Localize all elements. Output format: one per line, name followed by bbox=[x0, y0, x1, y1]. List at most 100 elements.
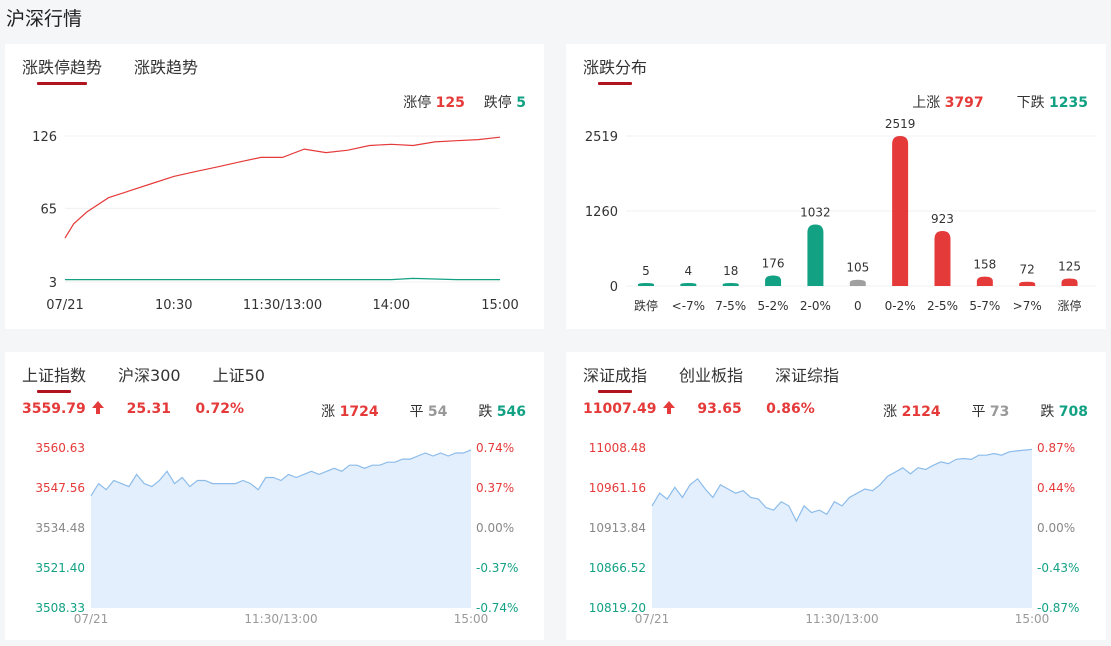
tab-sz-composite[interactable]: 深证综指 bbox=[775, 366, 840, 385]
bar-value-label: 5 bbox=[642, 264, 650, 278]
tab-sz-component[interactable]: 深证成指 bbox=[583, 362, 647, 393]
sh-pct: 0.72% bbox=[195, 401, 244, 417]
sh-index-tabs: 上证指数 沪深300 上证50 bbox=[22, 362, 265, 393]
sz-intraday-chart: 11008.48 0.87% 10961.16 0.44% 10913.84 0.00% 1… bbox=[589, 441, 1080, 626]
y-tick-label: 1260 bbox=[585, 205, 618, 220]
bar-value-label: 105 bbox=[846, 261, 869, 275]
dist-legend: 上涨 3797 下跌 1235 bbox=[912, 92, 1088, 112]
distribution-bar bbox=[680, 283, 697, 286]
sz-index-card: 深证成指 创业板指 深证综指 11007.49 93.65 0.86% 涨 21… bbox=[566, 352, 1106, 640]
y-left-tick-label: 3521.40 bbox=[35, 561, 85, 575]
down-value: 1235 bbox=[1049, 95, 1088, 111]
y-left-tick-label: 10913.84 bbox=[589, 521, 646, 535]
sz-flat-count: 73 bbox=[989, 404, 1010, 420]
category-label: 涨停 bbox=[1058, 298, 1082, 313]
y-tick-label: 0 bbox=[610, 280, 618, 295]
x-tick-label: 07/21 bbox=[635, 612, 670, 626]
series-line bbox=[65, 277, 500, 281]
bar-value-label: 923 bbox=[931, 212, 954, 226]
bar-value-label: 176 bbox=[762, 257, 785, 271]
y-tick-label: 2519 bbox=[585, 130, 618, 145]
limit-legend: 涨停 125 跌停 5 bbox=[403, 92, 526, 112]
sh-intraday-chart: 3560.63 0.74% 3547.56 0.37% 3534.48 0.00% 3521… bbox=[35, 441, 518, 626]
limit-trend-card: 涨跌停趋势 涨跌趋势 涨停 125 跌停 5 126 65 3 07/21 10:30 1… bbox=[5, 44, 544, 329]
distribution-bar bbox=[722, 283, 739, 286]
y-left-tick-label: 3547.56 bbox=[35, 481, 85, 495]
tab-updown-trend[interactable]: 涨跌趋势 bbox=[134, 58, 199, 77]
sz-up-count: 2124 bbox=[901, 404, 941, 420]
x-tick-label: 14:00 bbox=[373, 298, 410, 313]
price-line bbox=[90, 449, 472, 497]
sh-up-count: 1724 bbox=[339, 404, 379, 420]
category-label: 7-5% bbox=[715, 299, 746, 313]
y-right-tick-label: 0.37% bbox=[476, 481, 514, 495]
y-right-tick-label: -0.37% bbox=[476, 561, 518, 575]
bar-value-label: 2519 bbox=[885, 117, 916, 131]
tab-chinext[interactable]: 创业板指 bbox=[679, 366, 744, 385]
y-right-tick-label: -0.74% bbox=[476, 601, 518, 615]
y-left-tick-label: 10819.20 bbox=[589, 601, 646, 615]
tab-limit-trend[interactable]: 涨跌停趋势 bbox=[22, 54, 102, 85]
limit-up-label: 涨停 bbox=[403, 95, 432, 111]
series-line bbox=[64, 136, 501, 239]
x-tick-label: 10:30 bbox=[155, 298, 192, 313]
price-area bbox=[91, 449, 471, 608]
category-label: 跌停 bbox=[634, 298, 658, 313]
distribution-card: 涨跌分布 上涨 3797 下跌 1235 2519 1260 0 5 跌停 4 <-7% 18… bbox=[566, 44, 1106, 329]
bar-value-label: 158 bbox=[973, 258, 996, 272]
category-label: >7% bbox=[1013, 299, 1042, 313]
y-right-tick-label: 0.87% bbox=[1037, 441, 1075, 455]
y-tick-label: 126 bbox=[32, 130, 57, 145]
distribution-tabs: 涨跌分布 bbox=[583, 54, 647, 85]
tab-csi300[interactable]: 沪深300 bbox=[118, 366, 181, 385]
distribution-bar bbox=[1019, 281, 1036, 286]
sz-price: 11007.49 bbox=[583, 401, 657, 417]
distribution-bar bbox=[807, 224, 824, 286]
sh-flat-label: 平 bbox=[409, 404, 424, 420]
sz-change: 93.65 bbox=[697, 401, 742, 417]
limit-trend-chart: 126 65 3 07/21 10:30 11:30/13:00 14:00 15:00 bbox=[32, 130, 519, 313]
sz-pct: 0.86% bbox=[766, 401, 815, 417]
bar-value-label: 1032 bbox=[800, 206, 831, 220]
y-left-tick-label: 11008.48 bbox=[589, 441, 646, 455]
x-tick-label: 11:30/13:00 bbox=[805, 612, 878, 626]
distribution-bar bbox=[849, 279, 866, 286]
y-right-tick-label: -0.87% bbox=[1037, 601, 1079, 615]
x-tick-label: 07/21 bbox=[74, 612, 109, 626]
price-area bbox=[652, 449, 1032, 608]
tab-sh-composite[interactable]: 上证指数 bbox=[22, 362, 86, 393]
limit-trend-tabs: 涨跌停趋势 涨跌趋势 bbox=[22, 54, 199, 85]
sh-index-card: 上证指数 沪深300 上证50 3559.79 25.31 0.72% 涨 17… bbox=[5, 352, 544, 640]
limit-down-value: 5 bbox=[516, 95, 526, 111]
distribution-bar bbox=[976, 276, 993, 286]
bar-value-label: 125 bbox=[1058, 260, 1081, 274]
limit-up-value: 125 bbox=[435, 95, 465, 111]
distribution-bar bbox=[765, 275, 782, 286]
y-left-tick-label: 3560.63 bbox=[35, 441, 85, 455]
y-right-tick-label: 0.44% bbox=[1037, 481, 1075, 495]
sz-up-label: 涨 bbox=[883, 404, 898, 420]
x-tick-label: 11:30/13:00 bbox=[243, 298, 322, 313]
distribution-bar bbox=[892, 136, 909, 286]
sz-breadth: 涨 2124 平 73 跌 708 bbox=[883, 401, 1088, 421]
sz-down-label: 跌 bbox=[1040, 404, 1055, 420]
sh-down-label: 跌 bbox=[478, 404, 493, 420]
x-tick-label: 15:00 bbox=[1015, 612, 1050, 626]
category-label: 5-2% bbox=[758, 299, 789, 313]
page-title: 沪深行情 bbox=[6, 8, 83, 30]
y-right-tick-label: -0.43% bbox=[1037, 561, 1079, 575]
limit-down-label: 跌停 bbox=[483, 95, 512, 111]
y-left-tick-label: 10961.16 bbox=[589, 481, 646, 495]
up-arrow-icon bbox=[92, 401, 105, 414]
sz-flat-label: 平 bbox=[971, 404, 986, 420]
bar-value-label: 72 bbox=[1020, 263, 1035, 277]
sz-index-tabs: 深证成指 创业板指 深证综指 bbox=[583, 362, 840, 393]
category-label: 0-2% bbox=[885, 299, 916, 313]
tab-distribution[interactable]: 涨跌分布 bbox=[583, 54, 647, 85]
sz-quote: 11007.49 93.65 0.86% bbox=[583, 401, 815, 417]
x-tick-label: 15:00 bbox=[454, 612, 489, 626]
tab-sse50[interactable]: 上证50 bbox=[212, 366, 265, 385]
x-tick-label: 11:30/13:00 bbox=[244, 612, 317, 626]
up-label: 上涨 bbox=[912, 95, 941, 111]
distribution-bar bbox=[638, 283, 654, 286]
